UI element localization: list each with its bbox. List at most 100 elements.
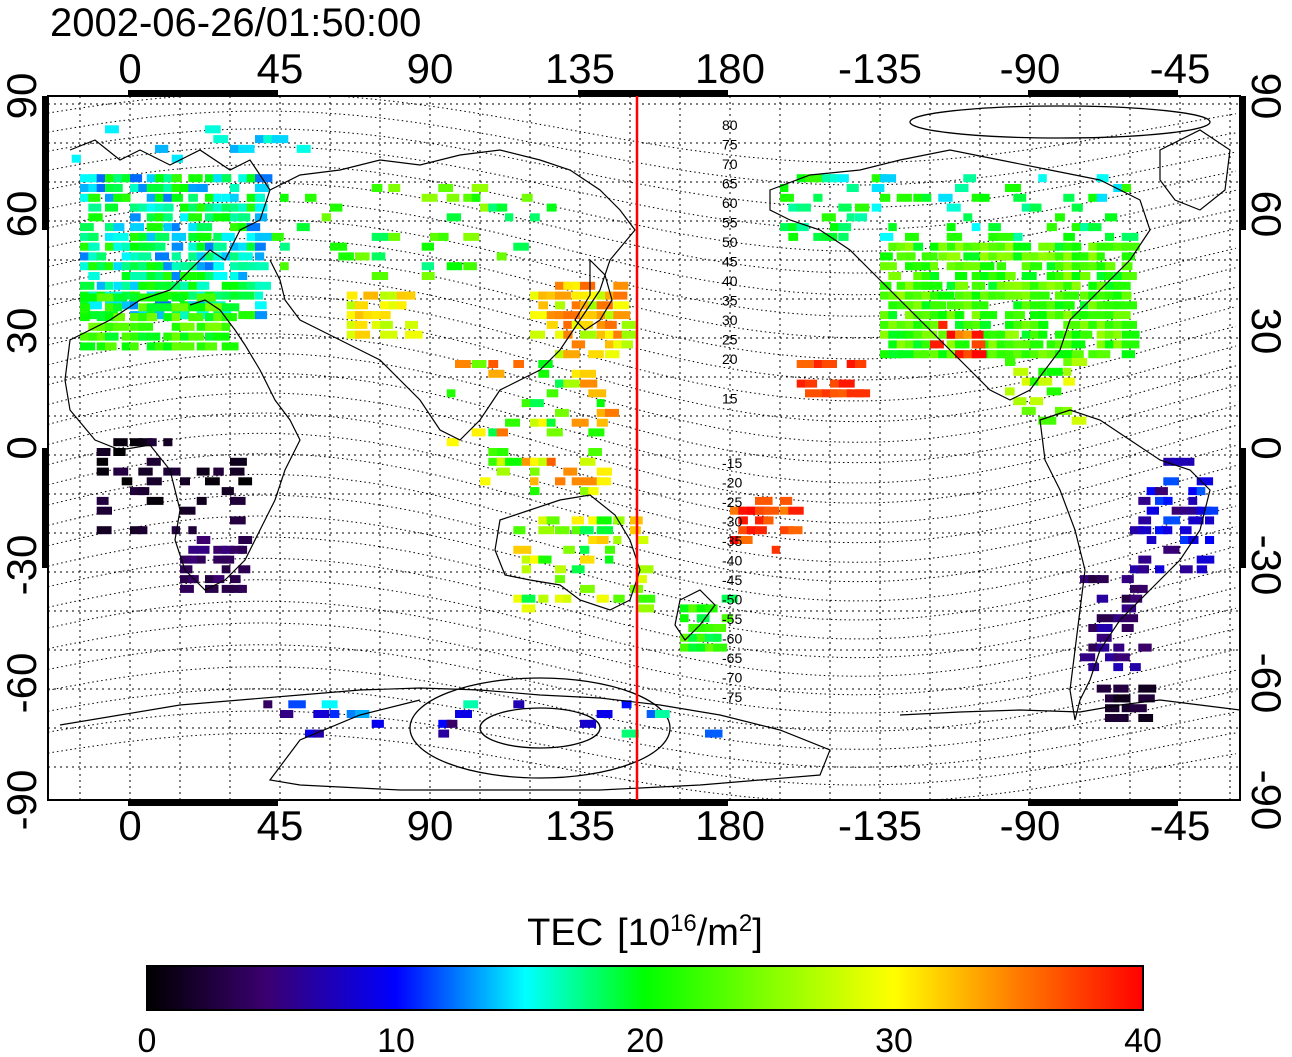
tec-cell <box>171 174 182 183</box>
tec-cell <box>238 565 251 574</box>
tec-cell <box>230 584 243 593</box>
tec-cell <box>1030 252 1040 261</box>
tec-cell <box>988 272 1003 280</box>
tec-cell <box>1005 387 1015 396</box>
contour-label: -30 <box>722 514 742 530</box>
tec-cell <box>180 311 189 320</box>
tec-cell <box>188 332 204 341</box>
tec-cell <box>96 448 111 456</box>
tec-cell <box>188 303 206 312</box>
tec-cell <box>221 174 232 183</box>
tec-cell <box>1196 487 1206 496</box>
tec-cell <box>88 301 102 310</box>
tec-cell <box>488 428 501 437</box>
tec-cell <box>588 428 605 437</box>
tec-cell <box>155 193 164 202</box>
tec-cell <box>1088 281 1104 290</box>
tec-cell <box>188 232 204 241</box>
tec-cell <box>1063 311 1078 320</box>
tec-cell <box>1113 330 1122 339</box>
contour-oval <box>909 105 1211 139</box>
tec-cell <box>438 719 452 728</box>
colorbar-tick-label: 40 <box>1124 1022 1162 1057</box>
tec-cell <box>913 301 927 310</box>
tec-cell <box>346 320 358 329</box>
tec-cell <box>146 496 164 505</box>
tec-cell <box>180 332 189 341</box>
tec-cell <box>821 174 838 183</box>
lat-label: -90 <box>0 770 45 831</box>
tec-cell <box>196 342 207 351</box>
tec-cell <box>596 467 612 476</box>
tec-cell <box>113 223 125 232</box>
tec-cell <box>588 487 599 496</box>
tec-cell <box>230 496 246 505</box>
tec-cell <box>946 242 958 251</box>
tec-cell <box>838 174 849 183</box>
tec-cell <box>463 262 477 271</box>
tec-cell <box>213 135 229 144</box>
tec-cell <box>538 369 550 378</box>
tec-cell <box>355 311 372 320</box>
tec-cell <box>188 223 203 232</box>
tec-cell <box>705 604 718 613</box>
contour-label: -75 <box>722 689 742 705</box>
tec-cell <box>730 536 741 544</box>
tec-cell <box>830 174 839 183</box>
tec-cell <box>621 320 636 329</box>
tec-cell <box>980 193 990 202</box>
tec-cell <box>1046 350 1063 359</box>
tec-cell <box>421 272 435 280</box>
tec-cell <box>530 399 544 408</box>
tec-cell <box>896 193 912 202</box>
tec-cell <box>530 213 540 222</box>
tec-cell <box>1096 281 1110 290</box>
tec-cell <box>896 281 911 290</box>
tec-cell <box>230 457 247 466</box>
tec-cell <box>221 555 235 564</box>
tec-cell <box>1121 330 1140 339</box>
tec-cell <box>955 320 968 329</box>
tec-cell <box>1013 320 1024 329</box>
tec-cell <box>1038 320 1049 329</box>
contour-label: 70 <box>722 156 738 172</box>
tec-cell <box>1113 301 1125 310</box>
tec-cell <box>1180 506 1189 515</box>
contour-label: -40 <box>722 553 742 569</box>
tec-cell <box>913 291 923 300</box>
tec-cell <box>1121 184 1131 192</box>
tec-cell <box>1063 377 1075 386</box>
tec-cell <box>888 340 898 349</box>
tec-cell <box>546 291 564 300</box>
tec-cell <box>230 545 244 554</box>
tec-cell <box>613 311 631 320</box>
contour-oval <box>409 677 671 779</box>
tec-cell <box>613 536 622 544</box>
tec-cell <box>121 242 131 251</box>
tec-cell <box>1055 311 1066 320</box>
tec-cell <box>696 624 712 632</box>
tec-cell <box>213 555 230 564</box>
coastline-asia <box>269 149 636 441</box>
tec-cell <box>596 710 613 718</box>
tec-cell <box>1105 340 1114 349</box>
coastline-australia <box>494 494 641 611</box>
tec-cell <box>930 281 943 290</box>
tec-cell <box>563 594 572 603</box>
tec-cell <box>371 252 386 261</box>
tec-cell <box>988 281 1001 290</box>
tec-cell <box>680 633 691 642</box>
tec-cell <box>138 252 152 261</box>
tec-cell <box>1105 614 1116 623</box>
tec-cell <box>571 301 585 310</box>
frame-ticks <box>42 90 1246 806</box>
tec-cell <box>538 457 554 466</box>
tec-cell <box>1088 223 1102 232</box>
tec-cell <box>171 184 188 192</box>
tec-cell <box>155 272 171 280</box>
tec-cell <box>196 281 210 290</box>
tec-cell <box>821 360 837 368</box>
tec-cell <box>996 252 1011 261</box>
tec-cell <box>1088 643 1105 652</box>
tec-cell <box>855 213 868 222</box>
